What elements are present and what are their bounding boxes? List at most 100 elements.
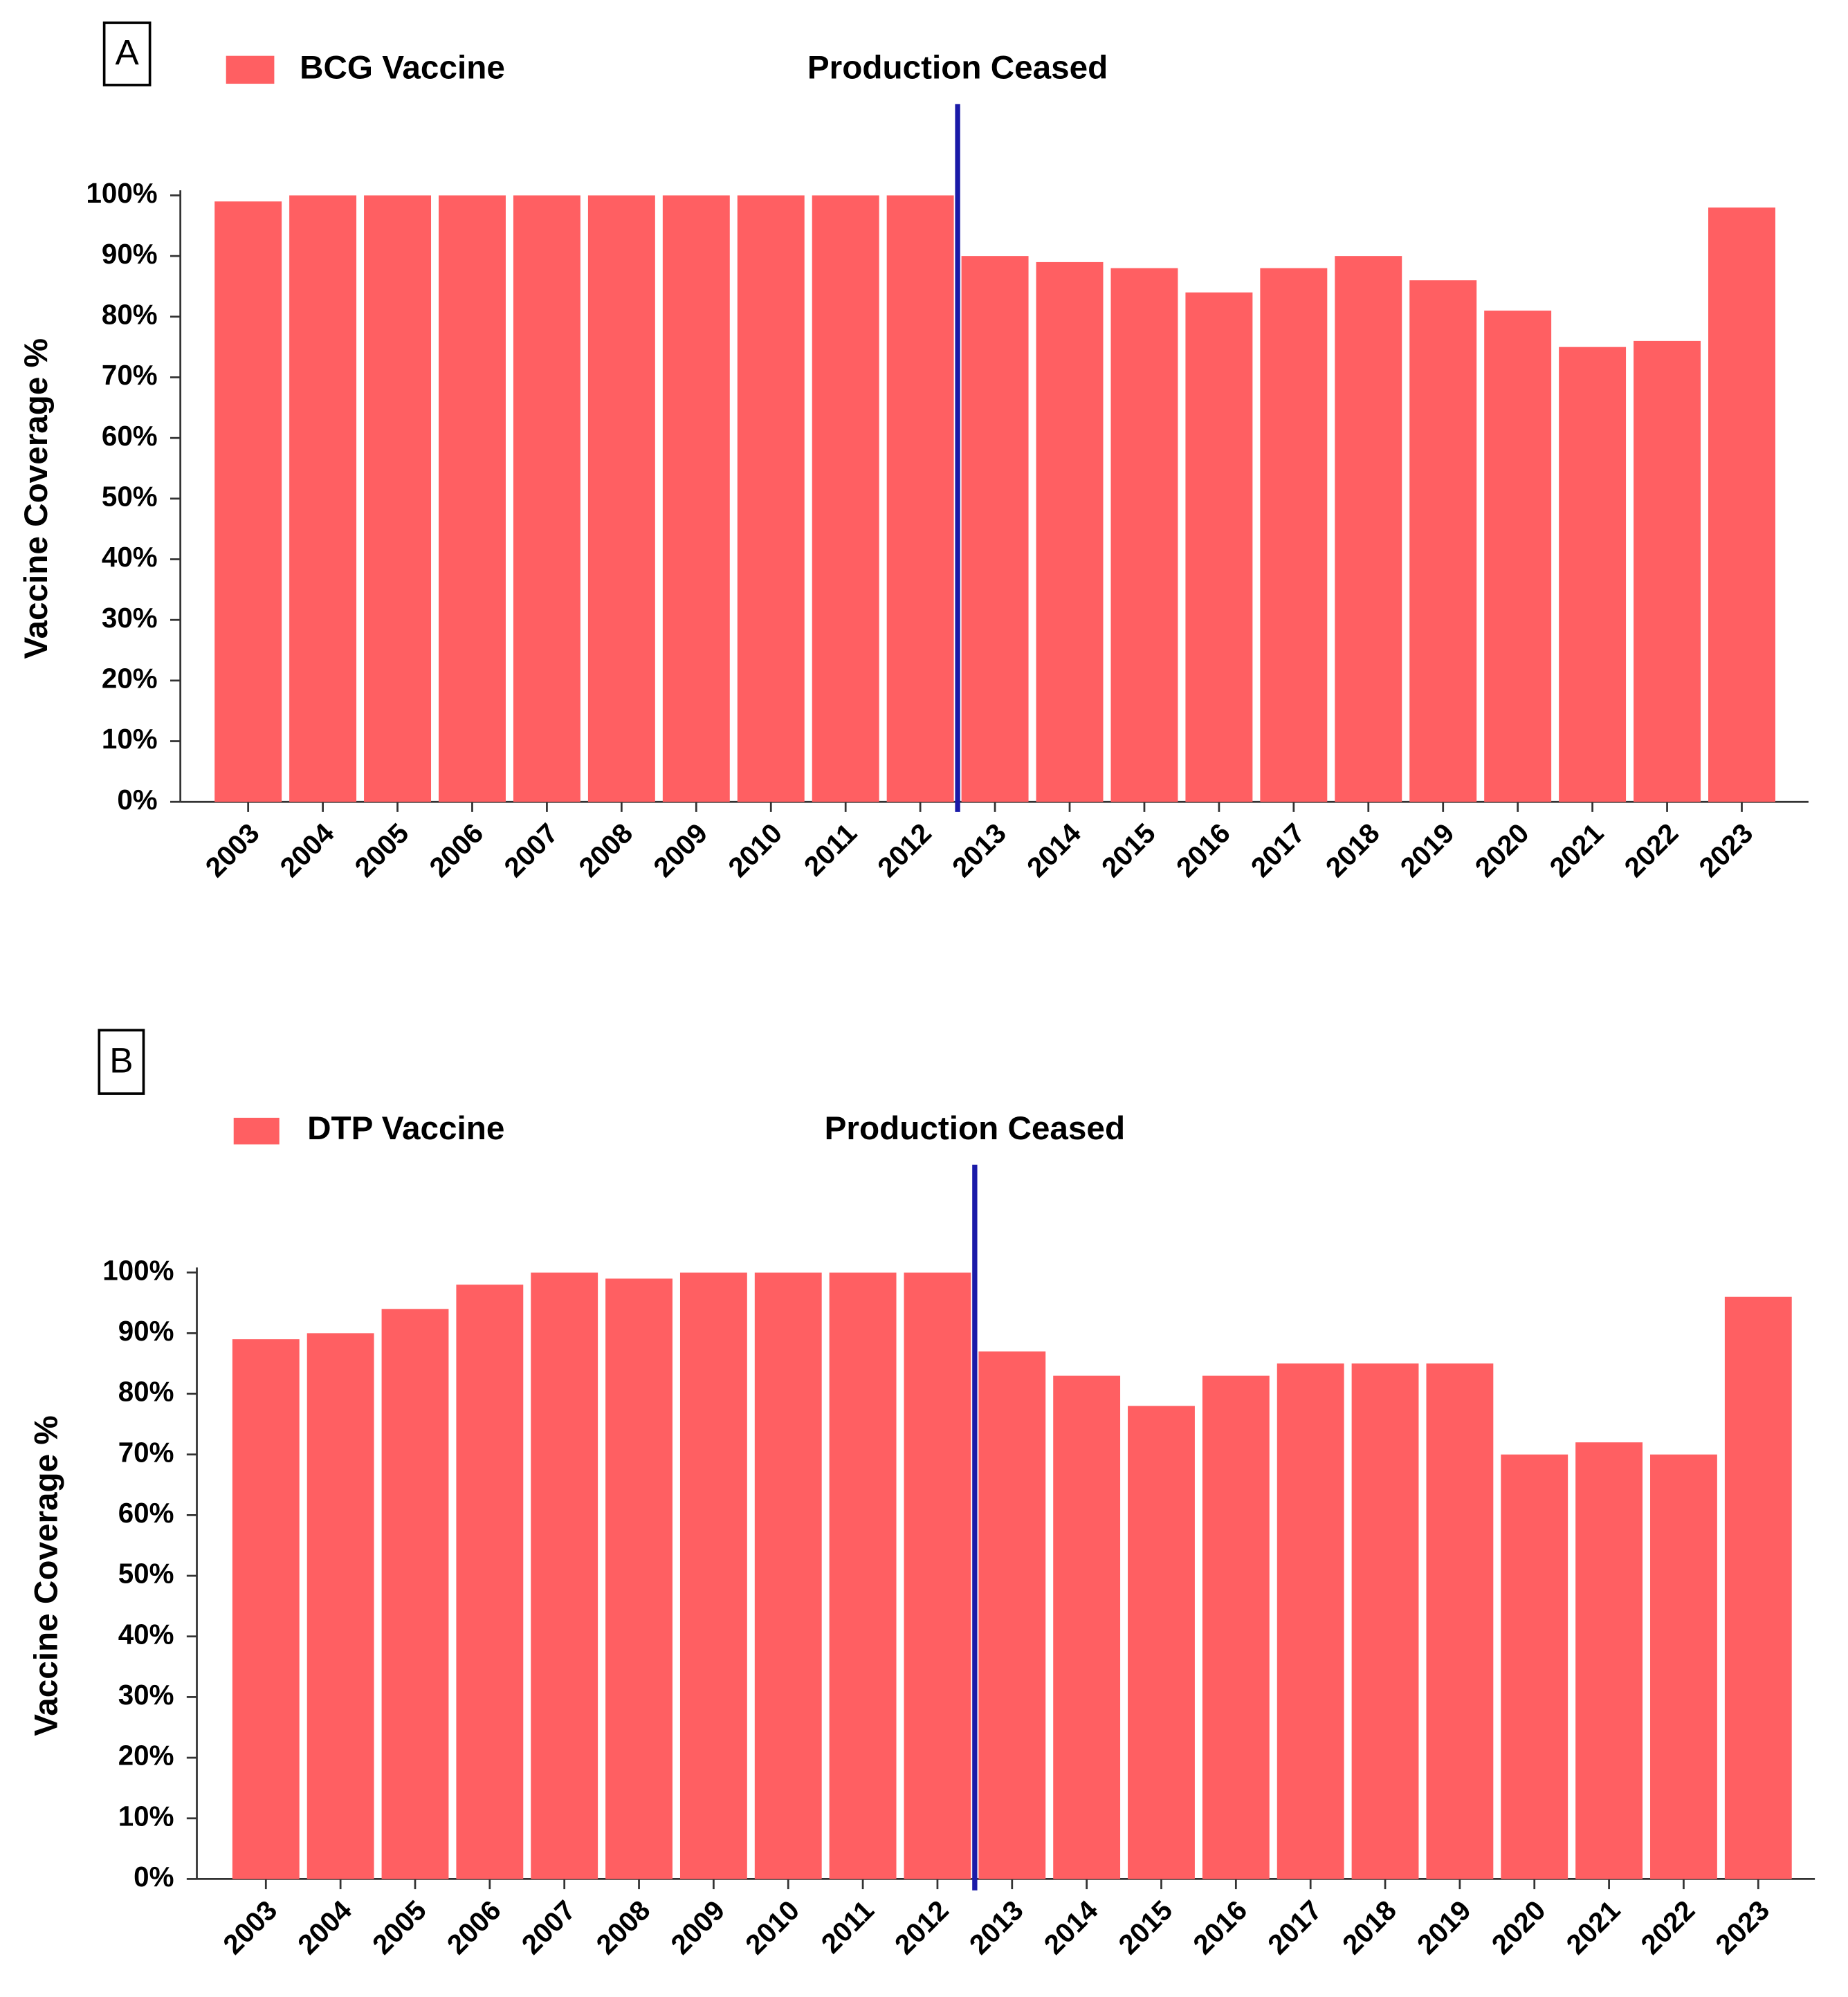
x-tick-label: 2017: [1261, 1894, 1328, 1960]
x-tick-label: 2011: [798, 817, 863, 882]
y-axis-label: Vaccine Coverage %: [18, 338, 55, 659]
bar: [1708, 207, 1775, 802]
bar: [605, 1278, 673, 1879]
legend-swatch: [226, 55, 275, 84]
x-tick-label: 2003: [199, 817, 266, 883]
y-tick-label: 40%: [118, 1618, 174, 1650]
x-tick-label: 2018: [1319, 817, 1386, 883]
y-tick-label: 40%: [102, 541, 158, 573]
bar: [829, 1272, 897, 1879]
panel-box: [98, 1029, 145, 1095]
x-tick-label: 2021: [1560, 1894, 1627, 1960]
bar: [1260, 268, 1328, 802]
y-tick-label: 90%: [102, 238, 158, 270]
panel-box: [102, 21, 152, 86]
y-tick-label: 20%: [118, 1740, 174, 1771]
annotation-text: Production Ceased: [825, 1110, 1125, 1147]
bar: [1575, 1442, 1643, 1879]
x-tick-label: 2013: [963, 1894, 1030, 1960]
y-tick-label: 100%: [102, 1254, 174, 1286]
bar: [364, 195, 432, 802]
bar: [1724, 1296, 1792, 1879]
bar: [1053, 1375, 1121, 1879]
x-tick-label: 2014: [1038, 1894, 1104, 1960]
bar: [737, 195, 805, 802]
x-tick-label: 2015: [1095, 817, 1162, 883]
bar: [214, 201, 282, 802]
bar: [662, 195, 730, 802]
bar: [1036, 261, 1104, 802]
x-tick-label: 2007: [515, 1894, 582, 1960]
x-tick-label: 2023: [1709, 1894, 1775, 1960]
x-tick-label: 2010: [739, 1894, 805, 1960]
y-tick-label: 80%: [118, 1376, 174, 1408]
legend-swatch: [233, 1117, 280, 1145]
y-tick-label: 100%: [86, 177, 157, 209]
x-tick-label: 2013: [946, 817, 1012, 883]
x-tick-label: 2008: [589, 1894, 656, 1960]
bar: [679, 1272, 747, 1879]
x-tick-label: 2006: [441, 1894, 507, 1960]
x-tick-label: 2004: [274, 817, 340, 883]
y-tick-label: 30%: [102, 602, 158, 634]
y-axis-label: Vaccine Coverage %: [28, 1415, 65, 1736]
y-tick-label: 0%: [117, 784, 157, 816]
bar: [978, 1351, 1046, 1879]
bar: [1335, 256, 1402, 802]
bar: [531, 1272, 598, 1879]
y-tick-label: 0%: [134, 1861, 174, 1893]
panel-label: B: [109, 1041, 133, 1080]
x-tick-label: 2019: [1411, 1894, 1477, 1960]
bar: [1559, 347, 1627, 802]
panel-label: A: [116, 33, 140, 72]
bar: [961, 256, 1029, 802]
bar: [289, 195, 357, 802]
bar: [1426, 1363, 1494, 1879]
y-tick-label: 10%: [118, 1800, 174, 1832]
bar: [1634, 340, 1701, 802]
bar: [886, 195, 954, 802]
bar: [381, 1309, 449, 1879]
y-tick-label: 70%: [102, 359, 158, 391]
bar: [1501, 1454, 1568, 1879]
bar: [1185, 292, 1253, 802]
x-tick-label: 2020: [1485, 1894, 1552, 1960]
bar: [1110, 268, 1178, 802]
x-tick-label: 2016: [1187, 1894, 1253, 1960]
legend-label: BCG Vaccine: [300, 49, 505, 86]
x-tick-label: 2009: [664, 1894, 731, 1960]
x-tick-label: 2003: [217, 1894, 283, 1960]
x-tick-label: 2011: [815, 1894, 880, 1959]
x-tick-label: 2016: [1170, 817, 1236, 883]
bar: [904, 1272, 971, 1879]
x-tick-label: 2008: [572, 817, 639, 883]
x-tick-label: 2012: [871, 817, 937, 883]
x-tick-label: 2007: [497, 817, 564, 883]
x-tick-label: 2005: [366, 1894, 432, 1960]
bar: [754, 1272, 822, 1879]
y-tick-label: 50%: [102, 480, 158, 512]
y-tick-label: 10%: [102, 723, 158, 755]
y-tick-label: 50%: [118, 1558, 174, 1590]
bar: [232, 1339, 300, 1879]
x-tick-label: 2020: [1469, 817, 1535, 883]
x-tick-label: 2004: [291, 1894, 358, 1960]
bar: [1650, 1454, 1717, 1879]
x-tick-label: 2018: [1336, 1894, 1402, 1960]
bar: [587, 195, 655, 802]
bar: [456, 1285, 524, 1879]
bar: [439, 195, 506, 802]
x-tick-label: 2015: [1112, 1894, 1178, 1960]
y-tick-label: 60%: [118, 1497, 174, 1529]
x-tick-label: 2022: [1618, 817, 1684, 883]
annotation-text: Production Ceased: [807, 49, 1108, 86]
x-tick-label: 2022: [1634, 1894, 1701, 1960]
y-tick-label: 20%: [102, 663, 158, 694]
x-tick-label: 2023: [1692, 817, 1759, 883]
bar: [1128, 1406, 1195, 1879]
x-tick-label: 2014: [1021, 817, 1087, 883]
bar: [1202, 1375, 1270, 1879]
x-tick-label: 2019: [1394, 817, 1461, 883]
bar: [1277, 1363, 1344, 1879]
